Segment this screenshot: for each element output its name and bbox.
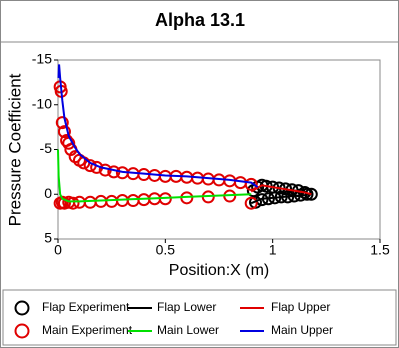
data-point: [55, 116, 69, 130]
data-point: [244, 177, 258, 191]
y-tick-label: -5: [40, 140, 53, 156]
legend-label: Flap Lower: [157, 300, 216, 314]
legend-marker: [14, 300, 30, 316]
data-point: [57, 125, 71, 139]
legend-label: Flap Experiment: [42, 300, 130, 314]
y-tick-label: 5: [44, 230, 52, 246]
legend-label: Main Experiment: [42, 323, 133, 337]
y-tick-label: -15: [32, 51, 52, 67]
x-axis-label: Position:X (m): [169, 262, 269, 279]
legend-label: Main Lower: [157, 323, 219, 337]
legend-label: Main Upper: [271, 323, 333, 337]
chart-title: Alpha 13.1: [155, 10, 245, 30]
data-point: [244, 196, 258, 210]
data-point: [300, 187, 314, 201]
x-tick-label: 0.5: [156, 242, 176, 258]
y-tick-label: 0: [44, 185, 52, 201]
series-line: [250, 184, 312, 196]
data-point: [66, 196, 80, 210]
legend-label: Flap Upper: [271, 300, 330, 314]
x-tick-label: 0: [54, 242, 62, 258]
legend-marker: [14, 323, 30, 339]
x-tick-label: 1: [269, 242, 277, 258]
series-line: [250, 193, 312, 205]
y-tick-label: -10: [32, 95, 52, 111]
legend: [2, 289, 397, 346]
y-axis-label: Pressure Coefficient: [5, 73, 24, 226]
series-line: [57, 149, 252, 203]
x-tick-label: 1.5: [370, 242, 390, 258]
series-line: [57, 64, 259, 188]
plot-area: [57, 59, 381, 240]
